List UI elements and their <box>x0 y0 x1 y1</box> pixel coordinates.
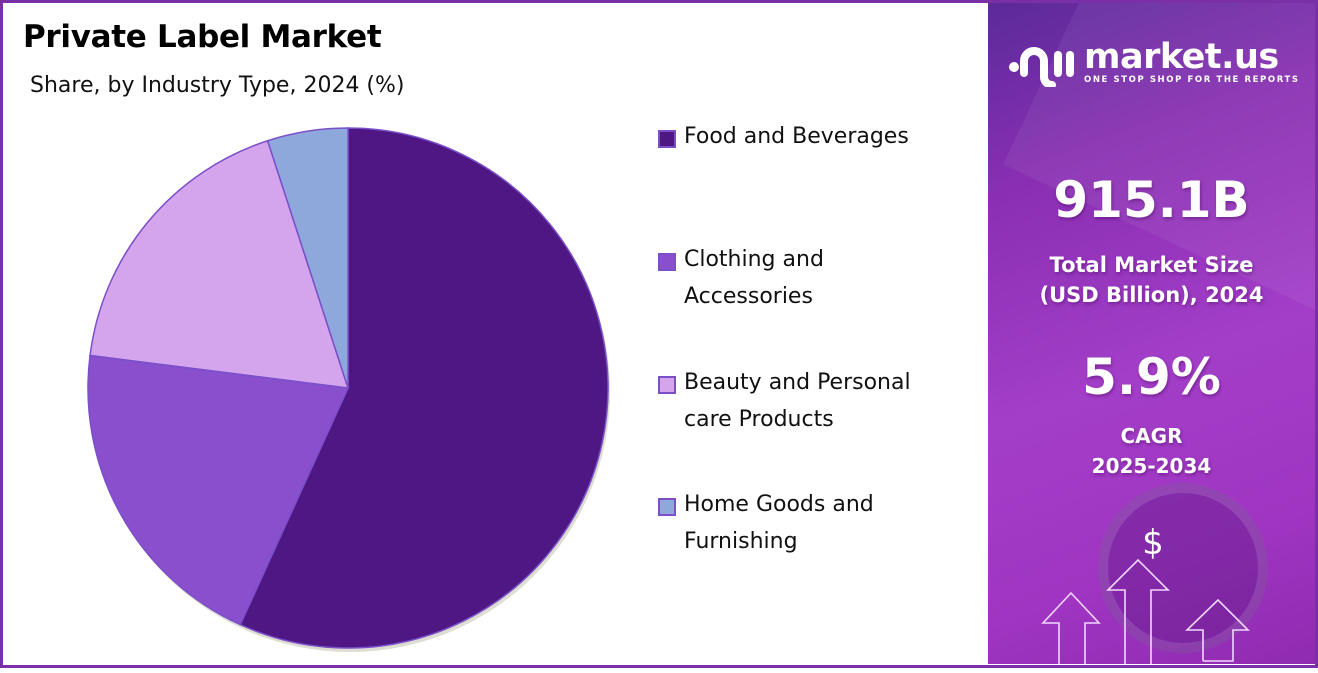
market-size-label-line2: (USD Billion), 2024 <box>1039 283 1264 307</box>
legend-label: Furnishing <box>684 529 798 554</box>
market-size-label-line1: Total Market Size <box>1049 253 1254 277</box>
summary-panel: market.us ONE STOP SHOP FOR THE REPORTS … <box>988 3 1315 664</box>
pie-slice-beauty-and-personal-care-products <box>89 139 350 389</box>
cagr-label-line2: 2025-2034 <box>1091 454 1212 478</box>
brand-logo: market.us ONE STOP SHOP FOR THE REPORTS <box>1008 37 1300 87</box>
legend-label: Home Goods and <box>684 492 874 517</box>
legend-label: care Products <box>684 407 834 432</box>
dollar-icon: $ <box>1142 523 1164 563</box>
legend-item-food-and-beverages: Food and Beverages <box>658 124 978 155</box>
legend-item-beauty-and-personal-care: Beauty and Personal care Products <box>658 370 978 438</box>
legend-item-home-goods-and-furnishing: Home Goods and Furnishing <box>658 492 978 560</box>
cagr-label-line1: CAGR <box>1120 424 1183 448</box>
brand-tagline: ONE STOP SHOP FOR THE REPORTS <box>1084 74 1300 85</box>
cagr-label: CAGR 2025-2034 <box>988 421 1315 481</box>
legend-swatch <box>658 253 676 271</box>
cagr-value: 5.9% <box>1082 348 1221 406</box>
legend-label: Food and Beverages <box>684 124 909 149</box>
pie-slice-clothing-and-accessories <box>87 354 350 626</box>
pie-slice-food-and-beverages <box>239 127 609 649</box>
brand-name: market.us <box>1084 36 1279 77</box>
chart-title: Private Label Market <box>23 19 382 55</box>
legend-swatch <box>658 376 676 394</box>
pie-slices <box>87 127 610 652</box>
chart-subtitle: Share, by Industry Type, 2024 (%) <box>30 73 405 98</box>
legend-swatch <box>658 498 676 516</box>
legend-swatch <box>658 130 676 148</box>
market-size-value: 915.1B <box>1053 171 1250 229</box>
pie-slice-home-goods-and-furnishing <box>266 127 349 389</box>
market-us-logo-icon <box>1009 47 1074 87</box>
pie-chart <box>87 127 610 652</box>
legend-label: Clothing and <box>684 247 824 272</box>
legend-label: Beauty and Personal <box>684 370 911 395</box>
legend-item-clothing-and-accessories: Clothing and Accessories <box>658 247 978 315</box>
chart-panel: Private Label Market Share, by Industry … <box>3 3 987 664</box>
growth-arrows-icon: $ <box>1041 523 1250 664</box>
market-size-label: Total Market Size (USD Billion), 2024 <box>988 250 1315 310</box>
legend-label: Accessories <box>684 284 813 309</box>
